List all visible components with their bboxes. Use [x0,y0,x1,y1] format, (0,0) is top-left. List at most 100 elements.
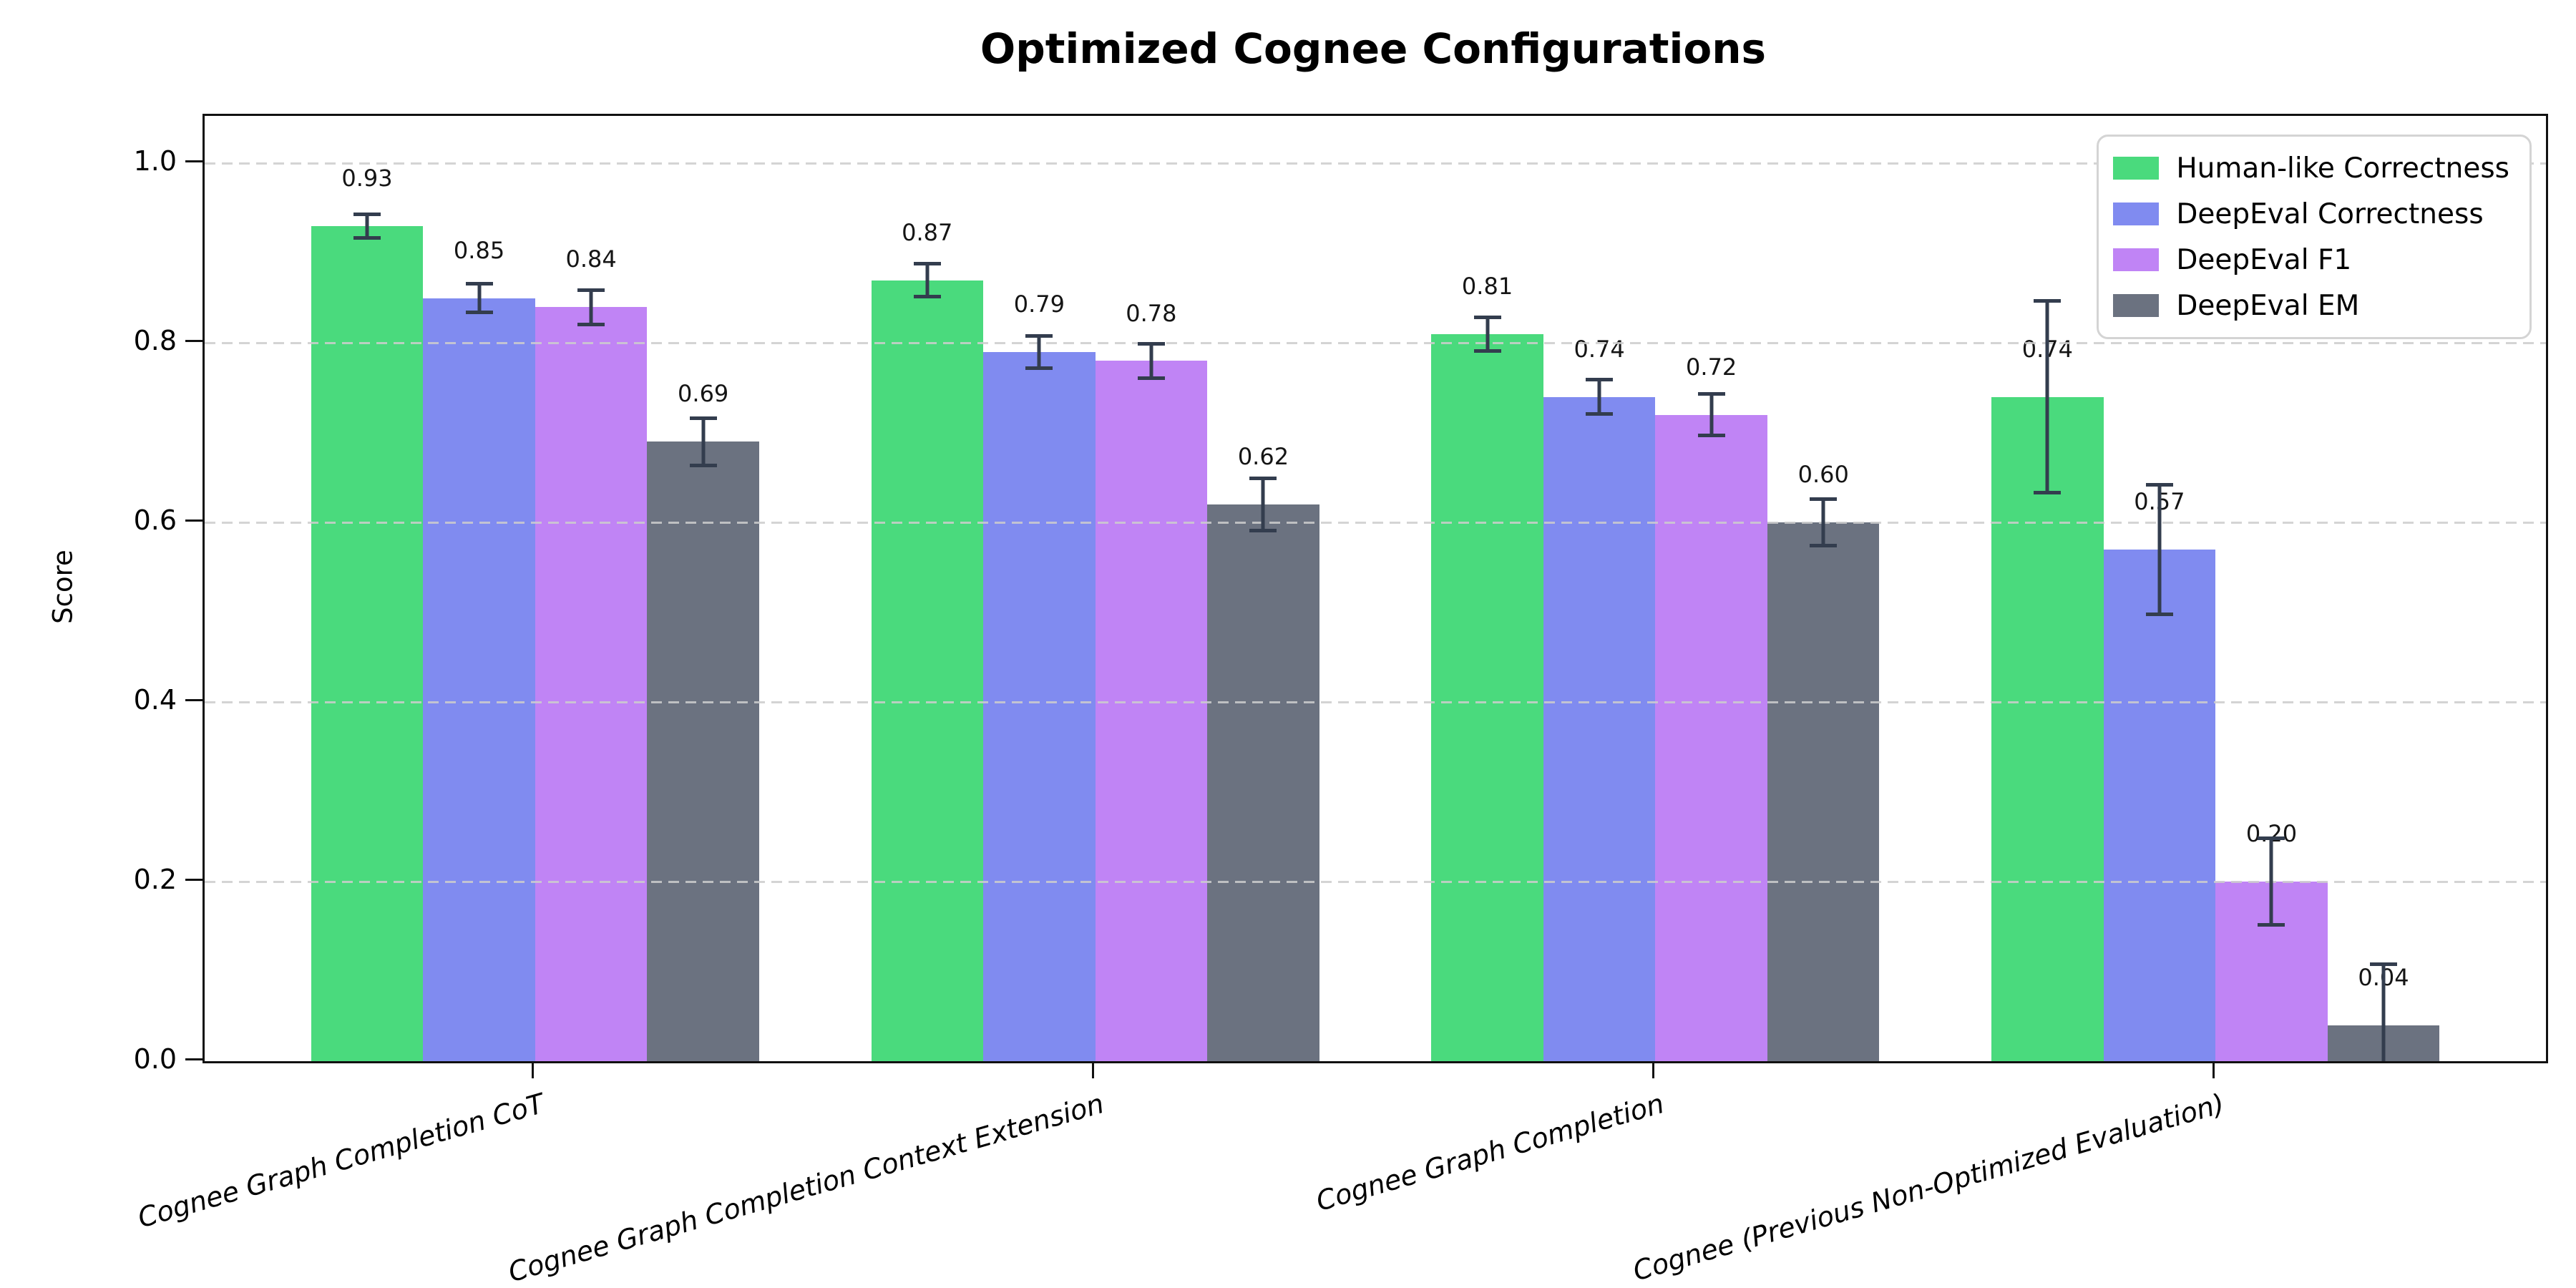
bar-deepeval-correctness-c2 [1543,396,1656,1061]
value-label: 0.60 [1797,461,1849,489]
value-label: 0.84 [565,245,617,273]
bar-human-like-correctness-c2 [1431,333,1543,1061]
bar-deepeval-correctness-c1 [983,351,1096,1061]
error-bar-cap-top [353,213,381,217]
legend-label: DeepEval Correctness [2176,197,2484,230]
y-tick-label-0.0: 0.0 [133,1043,177,1075]
y-tick-label-0.6: 0.6 [133,504,177,537]
legend-label: Human-like Correctness [2176,152,2509,185]
value-label: 0.72 [1686,353,1737,381]
error-bar-line [701,416,706,467]
gridline-y-0.4 [205,701,2546,703]
error-bar-cap-bottom [1586,412,1614,416]
gridline-y-0.6 [205,521,2546,524]
error-bar-line [477,282,482,315]
error-bar-cap-top [577,288,605,292]
value-label: 0.78 [1126,299,1177,327]
error-bar-cap-bottom [1697,434,1725,438]
error-bar-cap-top [2145,483,2173,487]
error-bar-cap-bottom [2034,491,2062,495]
value-label: 0.79 [1013,291,1065,318]
error-bar-cap-top [2034,298,2062,303]
error-bar-cap-top [1473,315,1501,319]
error-bar-cap-bottom [353,236,381,240]
error-bar-line [1149,342,1153,380]
bar-deepeval-f1-c0 [535,307,648,1061]
y-tick-label-1.0: 1.0 [133,145,177,177]
legend-swatch [2113,248,2160,271]
bar-deepeval-correctness-c0 [423,298,535,1061]
error-bar-cap-bottom [1810,544,1838,548]
value-label: 0.93 [341,165,393,192]
error-bar-line [1821,497,1825,548]
error-bar-line [2269,836,2273,927]
y-tick-mark-0.8 [185,339,203,342]
x-tick-mark-3 [2212,1061,2215,1078]
error-bar-line [1037,333,1041,371]
error-bar-cap-top [2369,962,2397,966]
bar-deepeval-correctness-c3 [2103,549,2216,1061]
error-bar-cap-top [913,262,941,266]
error-bar-cap-bottom [1025,366,1053,371]
plot-area: Human-like Correctness DeepEval Correctne… [203,114,2548,1063]
x-tick-mark-2 [1652,1061,1654,1078]
error-bar-cap-top [1249,477,1277,481]
error-bar-cap-bottom [465,311,493,315]
bar-deepeval-em-c0 [647,441,759,1061]
error-bar-line [2381,962,2386,1061]
error-bar-cap-top [1697,392,1725,396]
y-tick-label-0.4: 0.4 [133,684,177,716]
error-bar-cap-top [689,416,717,421]
bar-deepeval-f1-c2 [1655,414,1767,1061]
error-bar-line [1261,477,1265,533]
value-label: 0.74 [1574,335,1625,363]
y-tick-mark-0.6 [185,519,203,522]
legend-label: DeepEval F1 [2176,243,2352,276]
error-bar-cap-bottom [2258,922,2285,927]
error-bar-line [1597,378,1601,416]
x-tick-label-3: Cognee (Previous Non-Optimized Evaluatio… [1629,1088,2228,1287]
error-bar-line [1485,315,1490,353]
y-tick-mark-1.0 [185,160,203,162]
bar-human-like-correctness-c3 [1991,396,2104,1061]
error-bar-cap-top [1810,497,1838,502]
bar-human-like-correctness-c1 [871,280,984,1061]
legend-swatch [2113,157,2160,180]
legend-item-human-like-correctness: Human-like Correctness [2113,148,2509,188]
y-tick-label-0.2: 0.2 [133,864,177,896]
error-bar-cap-bottom [913,294,941,298]
gridline-y-1.0 [205,162,2546,165]
value-label: 0.69 [678,380,729,408]
error-bar-line [2045,298,2049,495]
legend-item-deepeval-f1: DeepEval F1 [2113,240,2509,280]
bar-deepeval-em-c2 [1767,522,1880,1061]
x-tick-label-1: Cognee Graph Completion Context Extensio… [504,1088,1108,1288]
y-axis-label: Score [47,550,79,624]
y-tick-mark-0.0 [185,1058,203,1060]
error-bar-line [925,262,930,298]
legend-item-deepeval-em: DeepEval EM [2113,286,2509,326]
bar-deepeval-em-c1 [1207,504,1319,1061]
error-bar-line [589,288,593,326]
error-bar-line [2157,483,2162,616]
bar-human-like-correctness-c0 [311,226,424,1061]
value-label: 0.81 [1461,272,1513,300]
error-bar-cap-top [1137,342,1165,346]
y-tick-label-0.8: 0.8 [133,325,177,357]
error-bar-cap-bottom [2145,612,2173,616]
error-bar-cap-bottom [1473,349,1501,353]
error-bar-cap-bottom [689,463,717,467]
value-label: 0.85 [453,236,505,264]
value-label: 0.62 [1237,443,1289,471]
x-tick-label-0: Cognee Graph Completion CoT [134,1088,547,1234]
error-bar-cap-top [465,282,493,286]
error-bar-cap-bottom [1137,376,1165,380]
y-tick-mark-0.2 [185,878,203,881]
legend-swatch [2113,294,2160,317]
x-tick-mark-1 [1092,1061,1095,1078]
error-bar-cap-bottom [1249,529,1277,533]
value-label: 0.87 [902,218,953,246]
error-bar-line [365,213,369,240]
error-bar-line [1709,392,1714,438]
